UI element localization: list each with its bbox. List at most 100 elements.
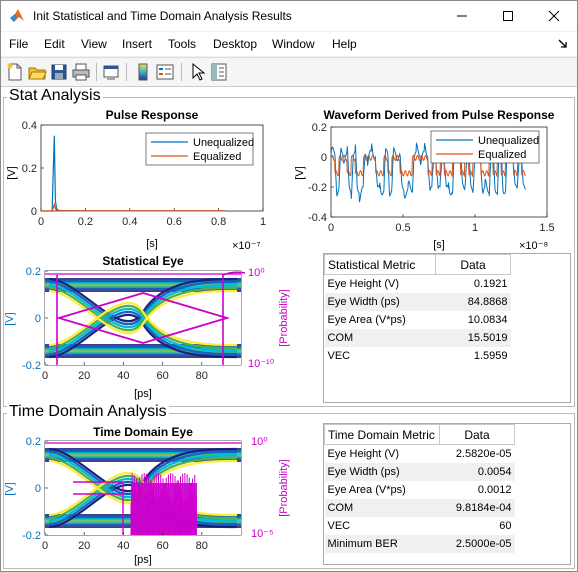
table-row[interactable]: Eye Width (ps) 84.8868 (324, 293, 511, 311)
eye-level-band (45, 349, 241, 353)
legend-unequalized: Unequalized (193, 137, 254, 149)
waveform-plot[interactable]: Waveform Derived from Pulse Response -0.… (291, 105, 577, 255)
series-equalized-line (41, 202, 226, 212)
print-icon[interactable] (71, 62, 91, 82)
menu-help[interactable]: Help (332, 37, 357, 51)
stat-analysis-panel (3, 97, 575, 407)
wave-x-tick-label: 0.5 (395, 222, 410, 234)
seye-x-tick-label: 20 (78, 370, 90, 382)
pointer-icon[interactable] (187, 62, 207, 82)
table-row[interactable]: Eye Height (V) 0.1921 (327, 278, 508, 290)
wave-y-tick-label: 0 (321, 152, 327, 164)
wave-y-tick-label: -0.4 (308, 212, 327, 224)
dock-arrow-icon[interactable] (557, 38, 569, 50)
pulse-y-tick-label: 0.4 (22, 120, 37, 132)
table-row[interactable]: VEC 60 (327, 520, 512, 532)
teye-xlabel: [ps] (134, 554, 152, 566)
maximize-button[interactable] (485, 1, 531, 31)
window-title: Init Statistical and Time Domain Analysi… (33, 9, 292, 23)
table-row[interactable]: Eye Height (V) 2.5820e-05 (327, 448, 512, 460)
menu-view[interactable]: View (81, 37, 107, 51)
menu-desktop[interactable]: Desktop (213, 37, 258, 51)
menu-insert[interactable]: Insert (122, 37, 153, 51)
teye-x-tick-label: 80 (196, 540, 208, 552)
seye-x-tick-label: 80 (196, 370, 208, 382)
legend-unequalized: Unequalized (478, 135, 539, 147)
seye-xlabel: [ps] (134, 388, 152, 400)
pulse-x-tick-label: 0.4 (122, 216, 137, 228)
menu-file[interactable]: File (9, 37, 29, 51)
menu-bar: File Edit View Insert Tools Desktop Wind… (1, 32, 577, 56)
new-figure-icon[interactable] (5, 62, 25, 82)
menu-window[interactable]: Window (272, 37, 315, 51)
teye-y2label: [Probability] (278, 459, 290, 516)
table-row[interactable]: Eye Width (ps) 0.0054 (324, 463, 515, 481)
wave-y-tick-label: -0.2 (308, 182, 327, 194)
figure-canvas: Stat Analysis Pulse Response 0 0.2 0.4 0 0.… (1, 87, 577, 571)
eye-trace (48, 289, 238, 335)
eye-contour (55, 292, 231, 344)
time-table-header-data[interactable]: Data (439, 424, 515, 445)
wave-ylabel: [V] (294, 166, 306, 179)
wave-xlabel: [s] (433, 239, 445, 251)
teye-x-tick-label: 40 (117, 540, 129, 552)
table-row[interactable]: COM 15.5019 (324, 329, 511, 347)
maximize-icon (503, 11, 513, 21)
time-domain-eye-plot[interactable]: Time Domain Eye -0.200.2 0 20 40 60 80 10⁰ 1… (1, 425, 301, 569)
stat-table-header-data[interactable]: Data (435, 254, 511, 275)
property-editor-icon[interactable] (209, 62, 229, 82)
pulse-y-tick-label: 0.2 (22, 163, 37, 175)
table-row[interactable]: Minimum BER 2.5000e-05 (324, 535, 515, 553)
teye-y-tick-label: 0 (35, 483, 41, 495)
close-button[interactable] (531, 1, 577, 31)
close-icon (548, 10, 560, 22)
menu-edit[interactable]: Edit (44, 37, 65, 51)
seye-title: Statistical Eye (102, 254, 184, 268)
pulse-y-tick-label: 0 (31, 206, 37, 218)
pulse-x-tick-label: 0.8 (211, 216, 226, 228)
time-domain-metric-table[interactable]: Time Domain Metric Data Eye Height (V) 2.… (323, 423, 571, 565)
link-icon[interactable] (101, 62, 121, 82)
seye-x-tick-label: 60 (156, 370, 168, 382)
menu-tools[interactable]: Tools (168, 37, 197, 51)
eye-trace (48, 471, 238, 517)
time-table-header-metric[interactable]: Time Domain Metric (324, 424, 440, 445)
time-domain-eye-image (45, 441, 241, 535)
minimize-icon (457, 15, 467, 17)
pulse-response-plot[interactable]: Pulse Response 0 0.2 0.4 0 0.2 0.4 0.6 0.8 1 Un… (1, 105, 291, 255)
statistical-eye-image (45, 271, 246, 365)
teye-y2-bottom: 10⁻⁵ (251, 528, 274, 540)
wave-x-tick-label: 1 (472, 222, 478, 234)
teye-y-tick-label: 0.2 (26, 436, 41, 448)
statistical-metric-table[interactable]: Statistical Metric Data Eye Height (V) 0.… (323, 253, 571, 403)
wave-x-tick-label: 0 (328, 222, 334, 234)
seye-y-tick-label: 0 (35, 313, 41, 325)
statistical-eye-plot[interactable]: Statistical Eye -0.200.2 0 20 40 60 80 10⁰ 1… (1, 254, 301, 403)
legend-icon[interactable] (155, 62, 175, 82)
pulse-xlabel: [s] (146, 238, 158, 250)
stat-table-header-metric[interactable]: Statistical Metric (324, 254, 436, 275)
table-row[interactable]: Eye Area (V*ps) 10.0834 (327, 314, 508, 326)
wave-legend: Unequalized Equalized (430, 130, 540, 164)
matlab-icon (10, 9, 24, 22)
save-icon[interactable] (49, 62, 69, 82)
eye-trace (48, 307, 238, 353)
pulse-x-multiplier: ×10⁻⁷ (232, 240, 260, 252)
table-row[interactable]: COM 9.8184e-04 (324, 499, 515, 517)
pulse-x-tick-label: 0.6 (167, 216, 182, 228)
seye-y2-bottom: 10⁻¹⁰ (248, 358, 275, 370)
wave-title: Waveform Derived from Pulse Response (324, 108, 555, 122)
eye-trace (48, 286, 238, 332)
table-row[interactable]: VEC 1.5959 (327, 350, 508, 362)
teye-x-tick-label: 60 (156, 540, 168, 552)
eye-level-band (45, 283, 241, 287)
colorbar-icon[interactable] (133, 62, 153, 82)
teye-x-tick-label: 0 (42, 540, 48, 552)
seye-y2-top: 10⁰ (248, 267, 265, 279)
open-icon[interactable] (27, 62, 47, 82)
minimize-button[interactable] (439, 1, 485, 31)
wave-y-tick-label: 0.2 (312, 122, 327, 134)
table-row[interactable]: Eye Area (V*ps) 0.0012 (327, 484, 512, 496)
pulse-x-tick-label: 0.2 (78, 216, 93, 228)
